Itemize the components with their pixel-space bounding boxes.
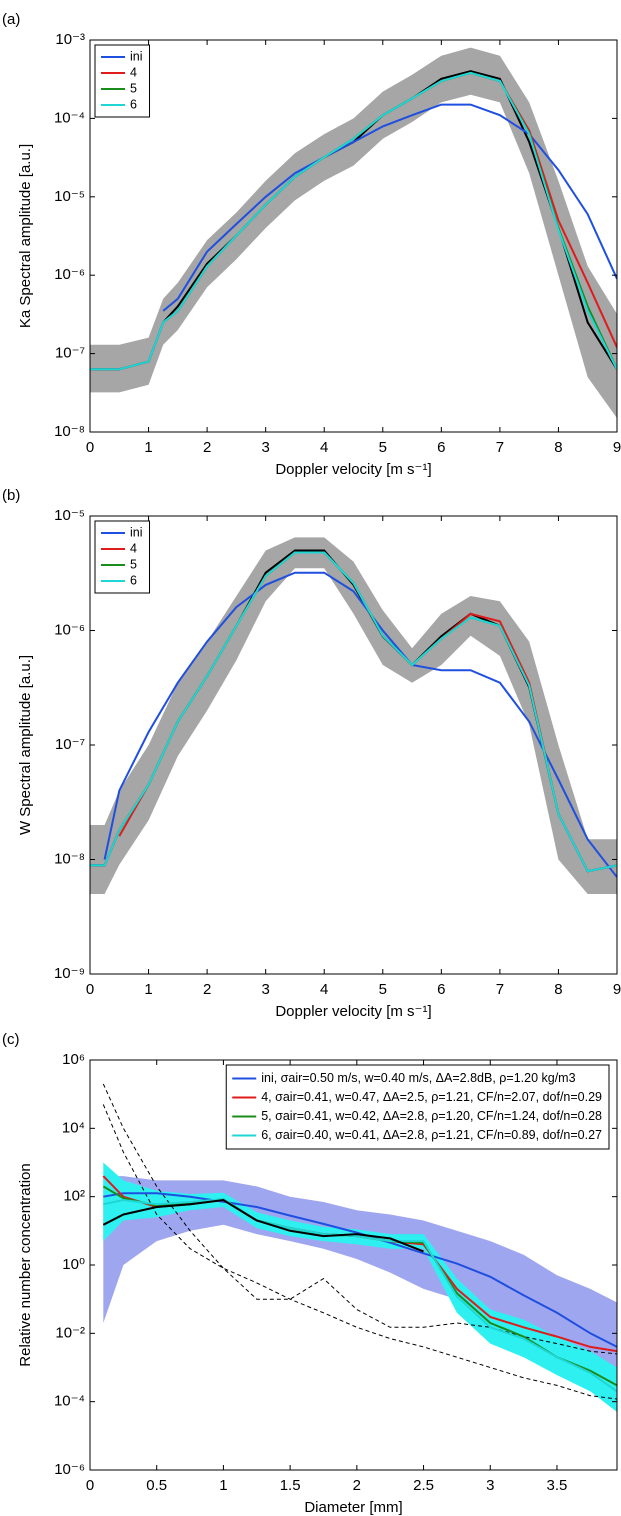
legend-label: ini, σair=0.50 m/s, w=0.40 m/s, ΔA=2.8dB…: [261, 1071, 575, 1085]
plot-area: [90, 47, 617, 419]
panel-label: (a): [2, 11, 20, 28]
legend-label: ini: [130, 525, 143, 539]
legend: ini, σair=0.50 m/s, w=0.40 m/s, ΔA=2.8dB…: [225, 1064, 610, 1150]
x-axis-label: Diameter [mm]: [304, 1499, 402, 1516]
series-line: [103, 1198, 617, 1393]
x-tick-label: 3: [486, 1477, 494, 1494]
dashed-line: [102, 1083, 617, 1355]
legend-label: 4: [130, 65, 137, 79]
y-tick-label: 10⁻⁵: [54, 507, 85, 524]
legend: ini 4 5 6: [94, 520, 151, 594]
y-tick-label: 10²: [63, 1188, 85, 1205]
x-tick-label: 1: [144, 439, 152, 456]
legend-box: [225, 1064, 610, 1150]
y-axis-label: Ka Spectral amplitude [a.u.]: [17, 144, 34, 328]
y-axis-label: W Spectral amplitude [a.u.]: [17, 655, 34, 835]
x-axis-label: Doppler velocity [m s⁻¹]: [275, 1003, 431, 1020]
y-tick-label: 10⁻⁸: [54, 423, 85, 440]
x-tick-label: 9: [613, 439, 621, 456]
panel: 10⁻⁸ 10⁻⁷ 10⁻⁶ 10⁻⁵ 10⁻⁴ 10⁻³ 0 1 2 3 4 5 6 7 8 9 (a) Dop…: [2, 11, 621, 478]
x-tick-label: 7: [496, 981, 504, 998]
legend-label: 6, σair=0.40, w=0.41, ΔA=2.8, ρ=1.21, CF…: [261, 1128, 602, 1142]
x-tick-label: 0: [86, 981, 94, 998]
x-tick-label: 3.5: [547, 1477, 568, 1494]
x-tick-label: 6: [437, 981, 445, 998]
x-tick-label: 2: [353, 1477, 361, 1494]
legend-label: 4, σair=0.41, w=0.47, ΔA=2.5, ρ=1.21, CF…: [261, 1090, 602, 1104]
y-tick-label: 10⁻⁴: [54, 109, 85, 126]
y-tick-label: 10⁻²: [55, 1324, 85, 1341]
legend-label: 6: [130, 573, 137, 587]
panel: 10⁻⁶ 10⁻⁴ 10⁻² 10⁰ 10² 10⁴ 10⁶ 0 0.5 1 1.5 2 2.5 3 3.5…: [2, 1031, 618, 1516]
x-tick-label: 3: [261, 439, 269, 456]
x-axis-label: Doppler velocity [m s⁻¹]: [275, 461, 431, 478]
x-tick-label: 1: [144, 981, 152, 998]
panel-label: (b): [2, 487, 20, 504]
legend-label: 5: [130, 557, 137, 571]
x-tick-label: 2: [203, 439, 211, 456]
legend-label: 5: [130, 81, 137, 95]
x-tick-label: 2.5: [413, 1477, 434, 1494]
x-tick-label: 0: [86, 439, 94, 456]
plot-area: [102, 1083, 617, 1412]
plot-area: [90, 537, 617, 894]
x-tick-label: 3: [261, 981, 269, 998]
y-tick-label: 10⁻³: [55, 31, 85, 48]
observed-line: [102, 1198, 424, 1253]
x-tick-label: 4: [320, 981, 328, 998]
y-axis-label: Relative number concentration: [17, 1163, 34, 1366]
series-line: [103, 1192, 617, 1348]
legend-label: 5, σair=0.41, w=0.42, ΔA=2.8, ρ=1.20, CF…: [261, 1109, 602, 1123]
y-tick-label: 10⁶: [62, 1051, 85, 1068]
y-tick-label: 10⁻⁷: [55, 345, 85, 362]
x-tick-label: 4: [320, 439, 328, 456]
axes-frame: [89, 39, 618, 433]
x-tick-label: 5: [379, 439, 387, 456]
legend: ini 4 5 6: [94, 44, 151, 118]
y-tick-label: 10⁻⁹: [54, 965, 85, 982]
x-tick-label: 5: [379, 981, 387, 998]
x-tick-label: 9: [613, 981, 621, 998]
legend-label: 4: [130, 541, 137, 555]
legend-label: ini: [130, 49, 143, 63]
series-line: [162, 103, 617, 312]
x-tick-label: 0: [86, 1477, 94, 1494]
x-tick-label: 0.5: [146, 1477, 167, 1494]
uncertainty-band: [103, 1176, 617, 1368]
x-tick-label: 1.5: [280, 1477, 301, 1494]
y-tick-label: 10⁻⁷: [55, 736, 85, 753]
panel-label: (c): [2, 1031, 20, 1048]
legend-label: 6: [130, 97, 137, 111]
dashed-line: [102, 1104, 617, 1400]
y-tick-label: 10⁻⁶: [54, 621, 85, 638]
x-tick-label: 2: [203, 981, 211, 998]
y-tick-label: 10⁻⁴: [54, 1393, 85, 1410]
x-tick-label: 1: [219, 1477, 227, 1494]
y-tick-label: 10⁻⁶: [54, 1461, 85, 1478]
uncertainty-band: [90, 537, 617, 894]
y-tick-label: 10⁰: [62, 1256, 85, 1273]
uncertainty-band: [90, 47, 617, 419]
y-tick-label: 10⁻⁵: [54, 188, 85, 205]
x-tick-label: 8: [554, 981, 562, 998]
x-tick-label: 8: [554, 439, 562, 456]
x-tick-label: 7: [496, 439, 504, 456]
y-tick-label: 10⁻⁸: [54, 850, 85, 867]
series-line: [90, 551, 617, 873]
x-tick-label: 6: [437, 439, 445, 456]
y-tick-label: 10⁻⁶: [54, 266, 85, 283]
y-tick-label: 10⁴: [62, 1119, 85, 1136]
series-line: [103, 571, 617, 878]
series-line: [90, 71, 617, 371]
panel: 10⁻⁹ 10⁻⁸ 10⁻⁷ 10⁻⁶ 10⁻⁵ 0 1 2 3 4 5 6 7 8 9 (b) Doppler…: [2, 487, 621, 1020]
